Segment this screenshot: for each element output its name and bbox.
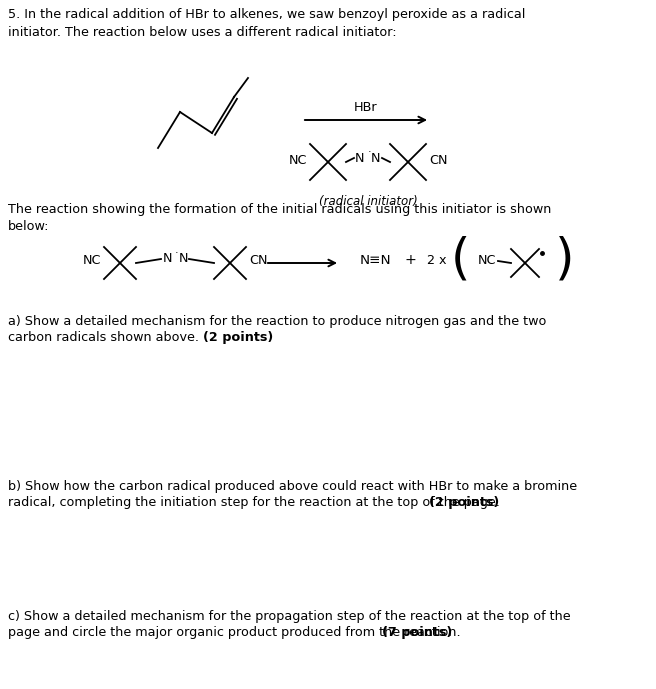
- Text: N: N: [356, 152, 365, 165]
- Text: CN: CN: [429, 154, 447, 167]
- Text: N≡N: N≡N: [360, 254, 392, 267]
- Text: N: N: [162, 252, 172, 265]
- Text: NC: NC: [289, 154, 307, 167]
- Text: 2 x: 2 x: [427, 254, 447, 267]
- Text: (7 points): (7 points): [382, 626, 452, 639]
- Text: ·: ·: [175, 248, 179, 258]
- Text: The reaction showing the formation of the initial radicals using this initiator : The reaction showing the formation of th…: [8, 203, 552, 234]
- Text: NC: NC: [83, 254, 101, 267]
- Text: ·: ·: [368, 147, 372, 157]
- Text: N: N: [178, 252, 188, 265]
- Text: HBr: HBr: [354, 101, 378, 114]
- Text: (2 points): (2 points): [429, 496, 499, 509]
- Text: N: N: [371, 152, 380, 165]
- Text: (: (: [450, 236, 470, 284]
- Text: radical, completing the initiation step for the reaction at the top of the page.: radical, completing the initiation step …: [8, 496, 504, 509]
- Text: +: +: [404, 253, 416, 267]
- Text: carbon radicals shown above.: carbon radicals shown above.: [8, 331, 203, 344]
- Text: (2 points): (2 points): [203, 331, 274, 344]
- Text: CN: CN: [249, 254, 268, 267]
- Text: 5. In the radical addition of HBr to alkenes, we saw benzoyl peroxide as a radic: 5. In the radical addition of HBr to alk…: [8, 8, 525, 39]
- Text: c) Show a detailed mechanism for the propagation step of the reaction at the top: c) Show a detailed mechanism for the pro…: [8, 610, 571, 623]
- Text: NC: NC: [478, 254, 496, 267]
- Text: (radical initiator): (radical initiator): [319, 195, 417, 208]
- Text: ): ): [555, 236, 575, 284]
- Text: b) Show how the carbon radical produced above could react with HBr to make a bro: b) Show how the carbon radical produced …: [8, 480, 577, 493]
- Text: page and circle the major organic product produced from the reaction.: page and circle the major organic produc…: [8, 626, 464, 639]
- Text: a) Show a detailed mechanism for the reaction to produce nitrogen gas and the tw: a) Show a detailed mechanism for the rea…: [8, 315, 546, 328]
